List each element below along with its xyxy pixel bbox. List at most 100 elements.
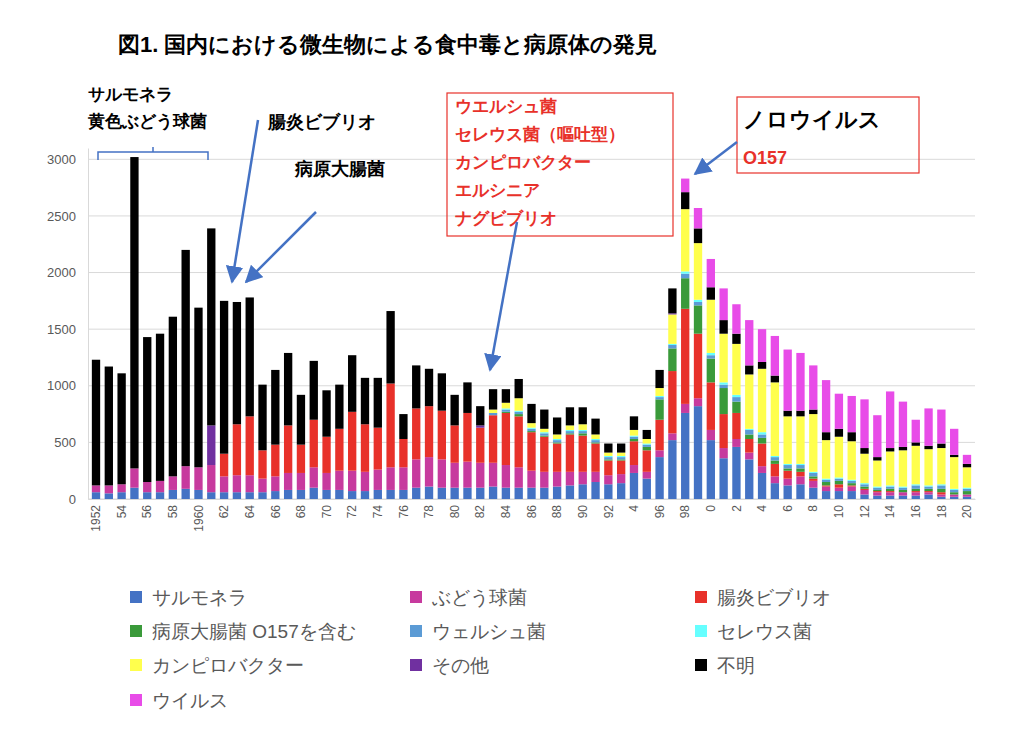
bar [860,399,868,448]
bar [515,414,523,416]
bar [540,472,548,488]
bar [899,450,907,486]
bar [617,444,625,453]
tick: 98 [678,499,692,518]
bar [540,409,548,410]
bar [707,300,715,353]
tick-label: 88 [550,505,564,519]
bar [502,389,510,390]
bar [591,440,599,442]
bar [950,429,958,455]
bar [233,424,241,475]
bar [758,444,766,467]
tick-label: 64 [243,505,257,519]
bar [950,492,958,494]
annotation: サルモネラ [88,85,173,104]
bar [617,474,625,483]
bar [937,448,945,484]
bar [668,288,676,313]
annotation: ノロウイルス [743,107,881,132]
bar [258,450,266,478]
legend-swatch [130,591,142,603]
tick: 10 [832,499,846,518]
bar [207,228,215,229]
bar [348,491,356,499]
bar [796,476,804,484]
tick: 0 [704,499,718,512]
bar [591,434,599,439]
bar [655,420,663,451]
legend-swatch [410,659,422,671]
bar [937,485,945,488]
bar [873,415,881,457]
bar [476,406,484,425]
bar [156,333,164,334]
legend-label: セレウス菌 [717,621,812,642]
bar [912,442,920,445]
bar [540,410,548,429]
bar [937,494,945,496]
bar [822,482,830,485]
bar [643,479,651,499]
annotation: ウエルシュ菌 [455,97,557,116]
bar [579,431,587,433]
bar [630,416,638,417]
bar [194,308,202,468]
bar [515,411,523,412]
bar [694,406,702,499]
bar [899,402,907,447]
bar [579,436,587,472]
bar [348,412,356,471]
legend-item: 病原大腸菌 O157を含む [130,621,356,642]
bar [527,404,535,423]
bar [450,463,458,488]
bar [540,488,548,499]
bar [796,353,804,411]
tick: 1960 [192,499,206,532]
bar [489,463,497,487]
bar [681,271,689,273]
bar [912,420,920,443]
bar [450,425,458,462]
bar [105,367,113,486]
bar [540,437,548,472]
bar [566,434,574,471]
series-group [207,313,676,465]
bar [860,490,868,495]
tick: 4 [755,499,769,512]
bar [502,413,510,465]
legend-swatch [130,659,142,671]
bar [835,488,843,491]
bar [668,371,676,433]
bar [643,447,651,450]
bar [937,489,945,492]
tick-label: 1960 [192,505,206,532]
bar [886,485,894,486]
bar [886,496,894,499]
bar [937,492,945,494]
bar [809,410,817,415]
bar [630,437,638,439]
bar [258,385,266,451]
bar [617,459,625,460]
bar [809,481,817,488]
bar [694,398,702,406]
bar [694,334,702,399]
legend-swatch [695,659,707,671]
bar [643,429,651,430]
bar [860,487,868,489]
tick: 66 [269,499,283,518]
bar [310,361,318,420]
tick-label: 2000 [47,265,76,280]
legend-label: 腸炎ビブリオ [717,587,831,608]
bar [950,489,958,490]
bar [912,492,920,495]
bar [630,439,638,441]
bar [489,410,497,413]
bar [886,391,894,448]
bar [643,439,651,444]
bar [732,413,740,439]
bar [297,473,305,490]
bar [130,157,138,468]
bar [566,472,574,486]
